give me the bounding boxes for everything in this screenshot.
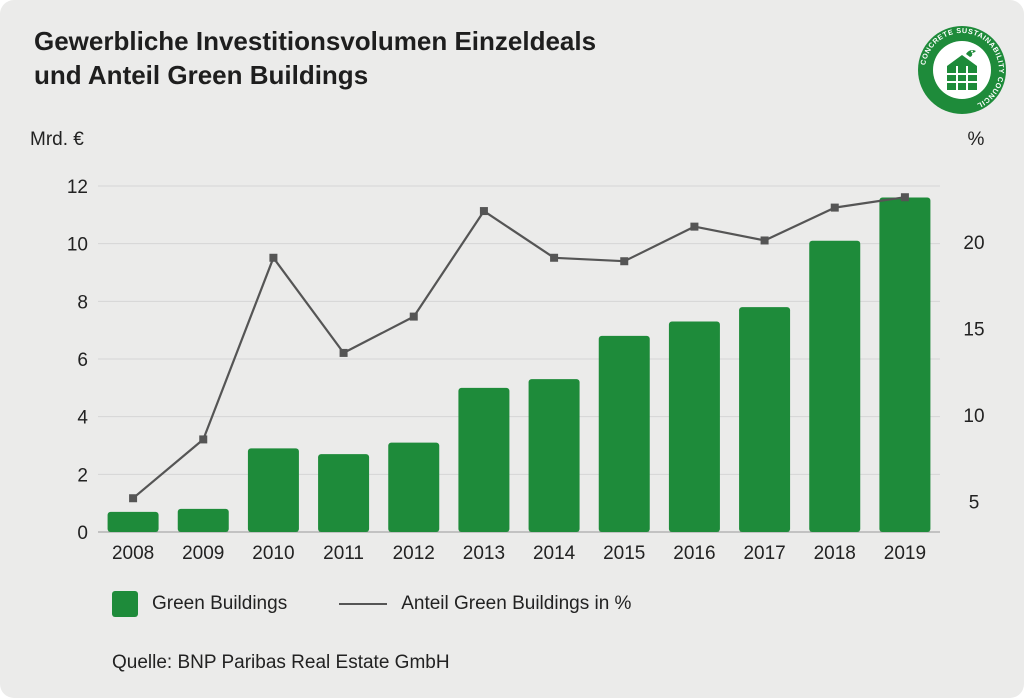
y-tick-left-label: 6 — [77, 350, 88, 371]
x-tick-label: 2011 — [323, 543, 364, 564]
y-tick-right-label: 20 — [963, 233, 984, 254]
y-tick-right-label: 15 — [963, 320, 984, 341]
chart-title-line-2: und Anteil Green Buildings — [34, 60, 369, 90]
legend: Green Buildings Anteil Green Buildings i… — [112, 588, 631, 620]
y-axis-right-label: % — [968, 129, 985, 150]
x-tick-label: 2019 — [884, 543, 926, 564]
gridlines — [98, 185, 940, 533]
y-tick-left-label: 8 — [77, 292, 88, 313]
bar — [809, 240, 861, 533]
line-marker — [550, 253, 559, 262]
y-tick-left-label: 4 — [77, 408, 88, 429]
y-tick-right-label: 10 — [963, 406, 984, 427]
line-marker — [199, 435, 208, 444]
x-tick-label: 2015 — [603, 543, 645, 564]
x-tick-label: 2018 — [814, 543, 856, 564]
y-tick-right-label: 5 — [969, 493, 980, 514]
bar — [598, 335, 650, 532]
chart-title: Gewerbliche Investitionsvolumen Einzelde… — [34, 24, 596, 92]
line-marker — [620, 257, 629, 266]
line-marker — [479, 207, 488, 216]
concrete-sustainability-council-logo: CONCRETE SUSTAINABILITY COUNCIL — [918, 26, 1006, 114]
bar — [318, 454, 370, 532]
bar — [668, 321, 720, 532]
y-tick-left-label: 10 — [67, 235, 88, 256]
bar — [388, 442, 440, 532]
bar — [107, 511, 159, 532]
x-tick-label: 2016 — [673, 543, 715, 564]
chart-title-line-1: Gewerbliche Investitionsvolumen Einzelde… — [34, 26, 597, 56]
legend-line-swatch — [339, 603, 388, 605]
bar — [177, 508, 229, 532]
legend-line-label: Anteil Green Buildings in % — [401, 593, 632, 614]
x-tick-label: 2014 — [533, 543, 576, 564]
x-tick-label: 2012 — [393, 543, 435, 564]
y-axis-right: 5 10 15 20 — [963, 233, 984, 514]
line-series — [129, 193, 909, 503]
source-note: Quelle: BNP Paribas Real Estate GmbH — [112, 652, 450, 673]
x-tick-label: 2009 — [182, 543, 224, 564]
x-tick-label: 2017 — [743, 543, 785, 564]
building-bird-icon — [947, 50, 977, 90]
line-marker — [129, 494, 138, 503]
y-tick-left-label: 12 — [67, 177, 88, 198]
bar — [879, 197, 931, 533]
line-marker — [339, 348, 348, 357]
line-marker — [269, 253, 278, 262]
y-axis-left-label: Mrd. € — [30, 129, 84, 150]
x-tick-label: 2013 — [463, 543, 505, 564]
y-tick-left-label: 2 — [77, 465, 88, 486]
line-marker — [900, 193, 909, 202]
x-axis: 2008 2009 2010 2011 2012 2013 2014 2015 2016 2017… — [112, 543, 926, 564]
series-line — [132, 196, 906, 500]
bar — [528, 379, 580, 532]
bar — [458, 387, 510, 532]
x-tick-label: 2008 — [112, 543, 154, 564]
y-tick-left-label: 0 — [77, 523, 88, 544]
bar-series — [107, 197, 931, 533]
line-marker — [760, 236, 769, 245]
bar — [739, 307, 791, 532]
legend-bar-label: Green Buildings — [152, 593, 288, 614]
line-marker — [690, 222, 699, 231]
bar — [247, 448, 299, 532]
legend-bar-swatch — [112, 591, 138, 617]
y-axis-left: 0 2 4 6 8 10 12 — [67, 177, 89, 544]
line-marker — [409, 312, 418, 321]
x-tick-label: 2010 — [252, 543, 294, 564]
line-marker — [830, 203, 839, 212]
